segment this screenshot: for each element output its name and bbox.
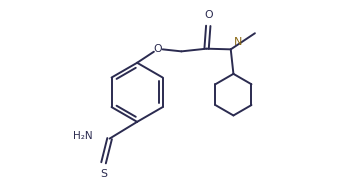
Text: H₂N: H₂N [73,131,92,141]
Text: N: N [234,37,242,47]
Text: O: O [204,10,213,20]
Text: S: S [101,170,108,180]
Text: O: O [153,44,162,54]
